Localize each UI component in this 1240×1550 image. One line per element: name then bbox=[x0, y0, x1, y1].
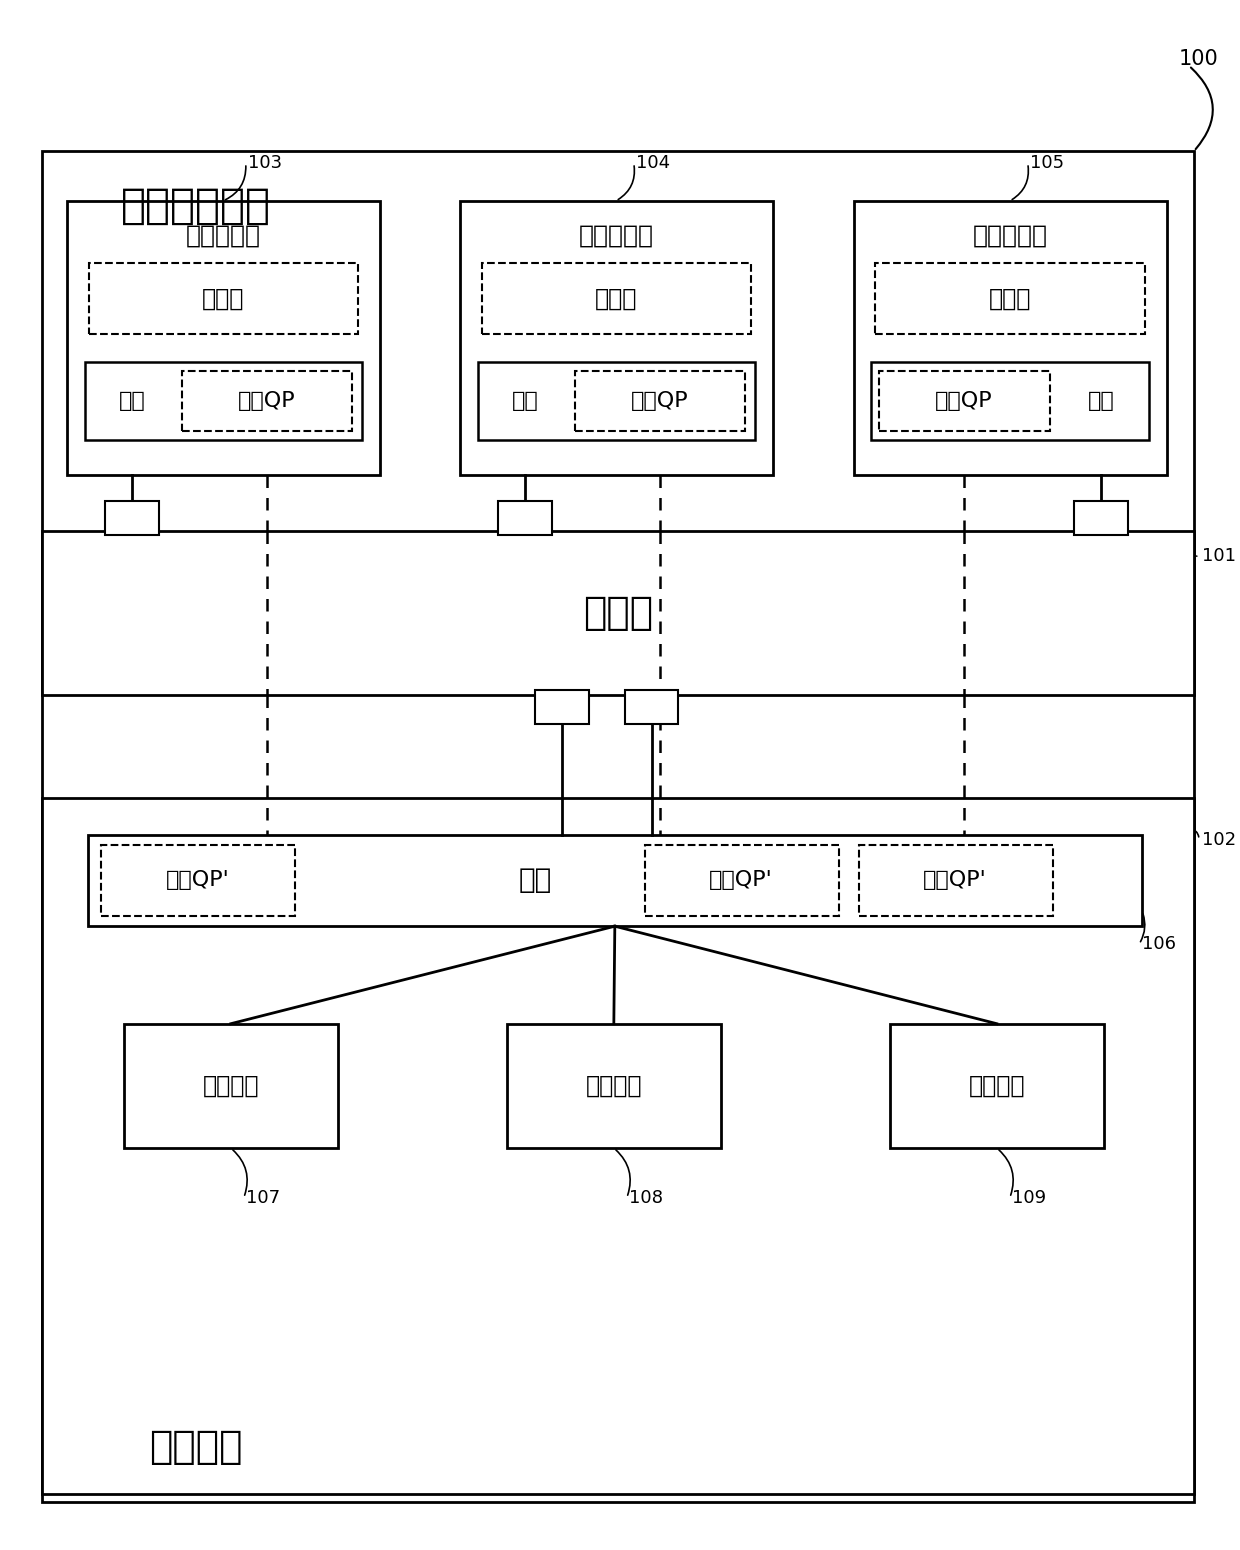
Text: 108: 108 bbox=[629, 1189, 662, 1207]
Text: 虚拟机: 虚拟机 bbox=[988, 287, 1030, 310]
Bar bbox=[853, 202, 1167, 474]
Text: 107: 107 bbox=[246, 1189, 280, 1207]
Text: 网卡: 网卡 bbox=[512, 391, 538, 411]
Text: 第三QP: 第三QP bbox=[935, 391, 993, 411]
Text: 网卡: 网卡 bbox=[518, 866, 552, 894]
Bar bbox=[1074, 501, 1128, 535]
Text: 第一服务器: 第一服务器 bbox=[185, 223, 260, 248]
Bar bbox=[182, 370, 352, 431]
Bar bbox=[890, 1023, 1105, 1149]
Text: 第三QP': 第三QP' bbox=[924, 871, 987, 890]
Bar bbox=[42, 798, 1194, 1494]
Text: 100: 100 bbox=[1179, 48, 1219, 68]
Text: 101: 101 bbox=[1202, 547, 1236, 566]
Bar bbox=[67, 202, 379, 474]
Text: 102: 102 bbox=[1202, 831, 1236, 849]
Bar bbox=[105, 501, 159, 535]
Bar bbox=[481, 262, 751, 335]
Bar bbox=[88, 262, 358, 335]
Text: 交换机: 交换机 bbox=[583, 594, 653, 632]
Bar bbox=[625, 690, 678, 724]
Bar bbox=[84, 363, 362, 440]
Bar bbox=[498, 501, 552, 535]
Text: 虚拟机: 虚拟机 bbox=[595, 287, 637, 310]
Bar bbox=[460, 202, 773, 474]
Bar bbox=[42, 532, 1194, 696]
Text: 第三磁盘: 第三磁盘 bbox=[968, 1074, 1025, 1097]
Bar bbox=[858, 845, 1053, 916]
Bar bbox=[507, 1023, 722, 1149]
Text: 第二QP: 第二QP bbox=[631, 391, 688, 411]
Bar bbox=[124, 1023, 339, 1149]
Text: 数据传输系统: 数据传输系统 bbox=[122, 184, 272, 226]
Text: 网卡: 网卡 bbox=[119, 391, 145, 411]
Bar bbox=[477, 363, 755, 440]
Bar bbox=[102, 845, 295, 916]
Text: 第一磁盘: 第一磁盘 bbox=[202, 1074, 259, 1097]
Text: 109: 109 bbox=[1012, 1189, 1045, 1207]
Text: 第一QP: 第一QP bbox=[238, 391, 295, 411]
Bar bbox=[536, 690, 589, 724]
Text: 存储设备: 存储设备 bbox=[149, 1428, 243, 1465]
Text: 第二QP': 第二QP' bbox=[709, 871, 773, 890]
Text: 网卡: 网卡 bbox=[1087, 391, 1115, 411]
Text: 104: 104 bbox=[636, 153, 670, 172]
Bar bbox=[872, 363, 1149, 440]
Text: 第三服务器: 第三服务器 bbox=[972, 223, 1048, 248]
Text: 第二服务器: 第二服务器 bbox=[578, 223, 653, 248]
Bar bbox=[88, 835, 1142, 927]
Text: 106: 106 bbox=[1142, 935, 1176, 953]
Bar bbox=[575, 370, 745, 431]
Bar bbox=[879, 370, 1049, 431]
Text: 105: 105 bbox=[1029, 153, 1064, 172]
Bar bbox=[875, 262, 1145, 335]
Bar bbox=[42, 152, 1194, 1502]
Text: 第二磁盘: 第二磁盘 bbox=[585, 1074, 642, 1097]
Bar bbox=[645, 845, 838, 916]
Text: 虚拟机: 虚拟机 bbox=[202, 287, 244, 310]
Text: 第一QP': 第一QP' bbox=[166, 871, 229, 890]
Text: 103: 103 bbox=[248, 153, 281, 172]
